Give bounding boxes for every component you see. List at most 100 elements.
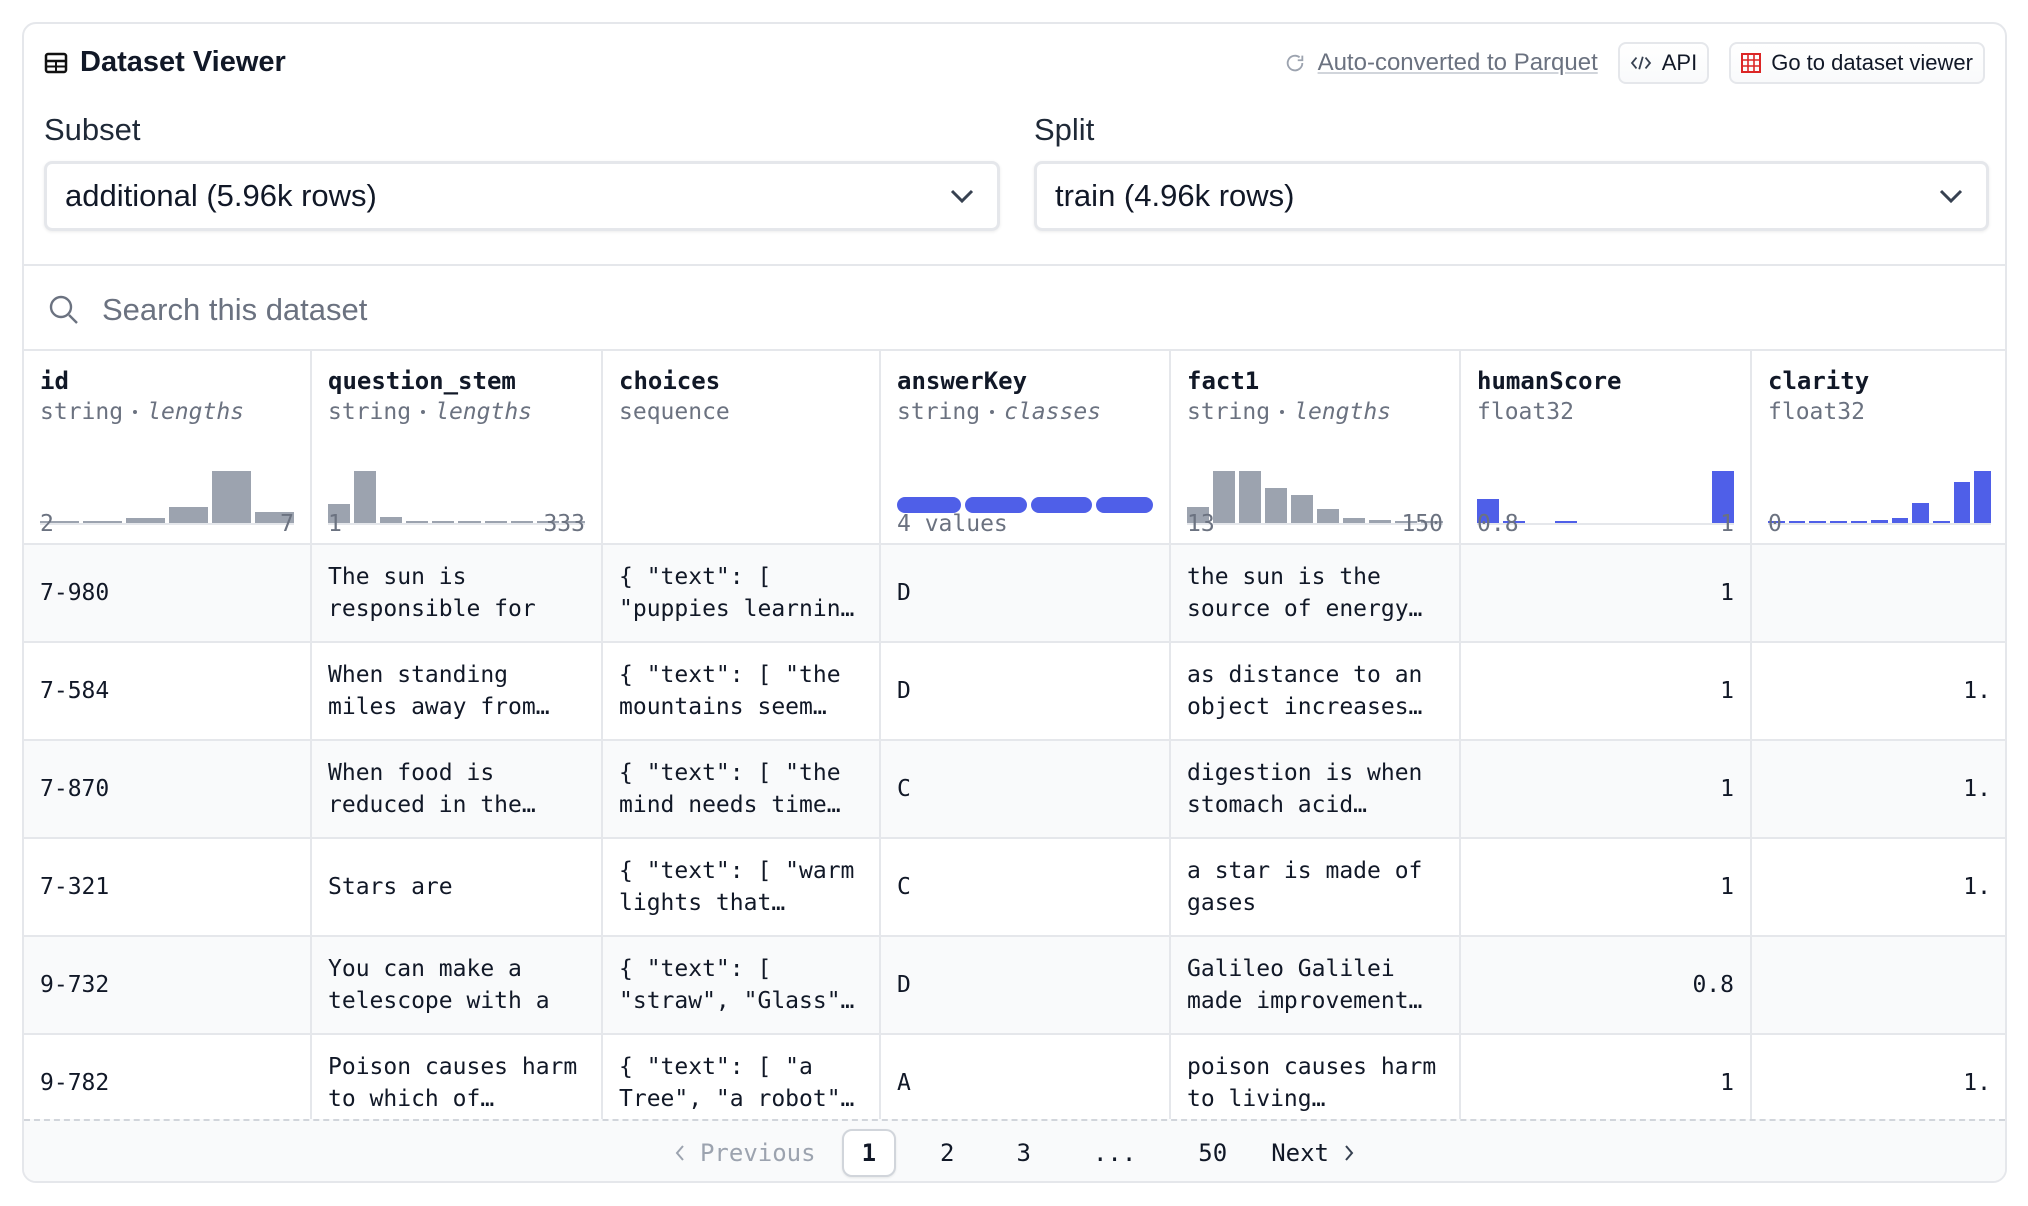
histogram-bar[interactable] bbox=[1829, 521, 1847, 523]
table-row[interactable]: 7-321 Stars are { "text": [ "warm lights t… bbox=[24, 839, 2005, 937]
split-select[interactable]: train (4.96k rows) bbox=[1034, 161, 1989, 231]
histogram-bar[interactable] bbox=[1555, 521, 1578, 523]
column-header: clarity float32 0 bbox=[1752, 351, 2005, 543]
column-name: clarity bbox=[1768, 367, 1870, 395]
table-row[interactable]: 7-870 When food is reduced in the… { "text… bbox=[24, 741, 2005, 839]
cell-text: A bbox=[897, 1070, 911, 1096]
class-segment[interactable] bbox=[897, 497, 962, 513]
pagination: Previous 1 2 3... 50 Next bbox=[24, 1119, 2005, 1181]
table-cell: 7-870 bbox=[24, 741, 312, 837]
previous-button[interactable]: Previous bbox=[674, 1139, 816, 1167]
api-button[interactable]: API bbox=[1617, 42, 1710, 84]
histogram-bar[interactable] bbox=[1187, 507, 1209, 523]
histogram-bar[interactable] bbox=[510, 521, 533, 523]
cell-text: Galileo Galilei made improvement… bbox=[1187, 956, 1423, 1014]
table-row[interactable]: 9-732 You can make a telescope with a { "t… bbox=[24, 937, 2005, 1035]
cell-text: { "text": [ "the mind needs time… bbox=[619, 760, 841, 818]
class-segment[interactable] bbox=[1030, 497, 1093, 513]
stat-kind: lengths bbox=[147, 399, 245, 425]
histogram-bar[interactable] bbox=[1711, 471, 1734, 523]
histogram-bar[interactable] bbox=[1265, 488, 1287, 523]
chevron-left bbox=[675, 1145, 684, 1161]
cell-text: 7-584 bbox=[40, 678, 110, 704]
api-text: API bbox=[1661, 50, 1698, 75]
column-header: question_stem string lengths 1 333 bbox=[312, 351, 603, 543]
column-header: answerKey string classes 4 values bbox=[881, 351, 1171, 543]
cell-text: { "text": [ "the mountains seem… bbox=[619, 662, 841, 720]
histogram-bar[interactable] bbox=[328, 504, 351, 523]
table-cell: 7-321 bbox=[24, 839, 312, 935]
histogram-bar[interactable] bbox=[1503, 521, 1526, 523]
histogram-bar[interactable] bbox=[1477, 499, 1500, 523]
histogram-bar[interactable] bbox=[169, 507, 208, 523]
histogram-bar[interactable] bbox=[1421, 521, 1443, 523]
page-link[interactable]: 1 bbox=[841, 1129, 897, 1177]
histogram-bar[interactable] bbox=[1871, 519, 1888, 523]
chevron-right bbox=[1345, 1145, 1354, 1161]
next-button[interactable]: Next bbox=[1271, 1139, 1355, 1167]
histogram-bar[interactable] bbox=[1395, 521, 1417, 523]
table-cell: poison causes harm to living… bbox=[1171, 1035, 1461, 1131]
column-type: float32 bbox=[1768, 399, 1865, 425]
search-box[interactable]: Search this dataset bbox=[48, 292, 367, 328]
histogram-bar[interactable] bbox=[1933, 521, 1950, 523]
histogram-bar[interactable] bbox=[126, 518, 165, 523]
histogram-bar[interactable] bbox=[255, 511, 294, 523]
histogram-bar[interactable] bbox=[1788, 521, 1806, 523]
histogram-bar[interactable] bbox=[1291, 494, 1313, 523]
histogram-bar[interactable] bbox=[1317, 508, 1339, 523]
refresh-icon bbox=[1286, 54, 1303, 72]
histogram-bar[interactable] bbox=[212, 471, 251, 523]
table-cell: 1 bbox=[1461, 545, 1752, 641]
class-segment[interactable] bbox=[1096, 497, 1153, 513]
parquet-link[interactable]: Auto-converted to Parquet bbox=[1284, 49, 1598, 77]
column-type: float32 bbox=[1477, 399, 1574, 425]
column-type: sequence bbox=[619, 399, 730, 425]
page-link[interactable]: 50 bbox=[1198, 1139, 1228, 1167]
histogram-bar[interactable] bbox=[562, 521, 585, 523]
page-link[interactable]: 3 bbox=[1016, 1139, 1031, 1167]
histogram-bar[interactable] bbox=[1912, 502, 1930, 523]
histogram-bar[interactable] bbox=[536, 521, 559, 523]
cell-text: poison causes harm to living… bbox=[1187, 1054, 1437, 1112]
histogram-bar[interactable] bbox=[380, 516, 403, 523]
histogram-bar[interactable] bbox=[1850, 521, 1868, 523]
cell-text: 7-321 bbox=[40, 874, 110, 900]
table-row[interactable]: 7-980 The sun is responsible for { "text":… bbox=[24, 545, 2005, 643]
cell-text: C bbox=[897, 874, 911, 900]
histogram-bar[interactable] bbox=[1369, 519, 1391, 523]
histogram-bar[interactable] bbox=[40, 521, 79, 523]
column-type: string lengths bbox=[328, 399, 532, 425]
separator-dot bbox=[421, 410, 426, 414]
page-link[interactable]: ... bbox=[1092, 1139, 1137, 1167]
histogram-bar[interactable] bbox=[432, 521, 455, 523]
histogram-bar[interactable] bbox=[83, 521, 122, 523]
subset-select[interactable]: additional (5.96k rows) bbox=[44, 161, 1000, 231]
histogram-bar[interactable] bbox=[484, 521, 507, 523]
class-bar bbox=[897, 497, 1153, 513]
subset-value: additional (5.96k rows) bbox=[65, 178, 377, 213]
histogram-bar[interactable] bbox=[1343, 518, 1365, 523]
table-cell: C bbox=[881, 839, 1171, 935]
cell-text: { "text": [ "a Tree", "a robot"… bbox=[619, 1054, 855, 1112]
histogram-bar[interactable] bbox=[354, 471, 377, 523]
histogram-bar[interactable] bbox=[1891, 518, 1909, 523]
table-cell: as distance to an object increases… bbox=[1171, 643, 1461, 739]
cell-text: 1. bbox=[1963, 776, 1991, 802]
histogram-bar[interactable] bbox=[1239, 471, 1261, 523]
page-link[interactable]: 2 bbox=[940, 1139, 955, 1167]
table-row[interactable]: 7-584 When standing miles away from… { "te… bbox=[24, 643, 2005, 741]
viewer-button[interactable]: Go to dataset viewer bbox=[1729, 42, 1985, 84]
cell-text: 1. bbox=[1963, 1070, 1991, 1096]
cell-text: 7-980 bbox=[40, 580, 110, 606]
histogram-bar[interactable] bbox=[458, 521, 481, 523]
cell-text: 1 bbox=[1720, 580, 1734, 606]
histogram-bar[interactable] bbox=[406, 521, 429, 523]
dataset-viewer-card: Dataset Viewer Auto-converted to Parquet… bbox=[22, 22, 2007, 1183]
histogram-bar[interactable] bbox=[1809, 521, 1826, 523]
histogram-bar[interactable] bbox=[1768, 521, 1785, 523]
class-segment[interactable] bbox=[965, 497, 1027, 513]
histogram-bar[interactable] bbox=[1953, 482, 1971, 523]
histogram-bar[interactable] bbox=[1974, 471, 1992, 523]
histogram-bar[interactable] bbox=[1213, 471, 1235, 523]
